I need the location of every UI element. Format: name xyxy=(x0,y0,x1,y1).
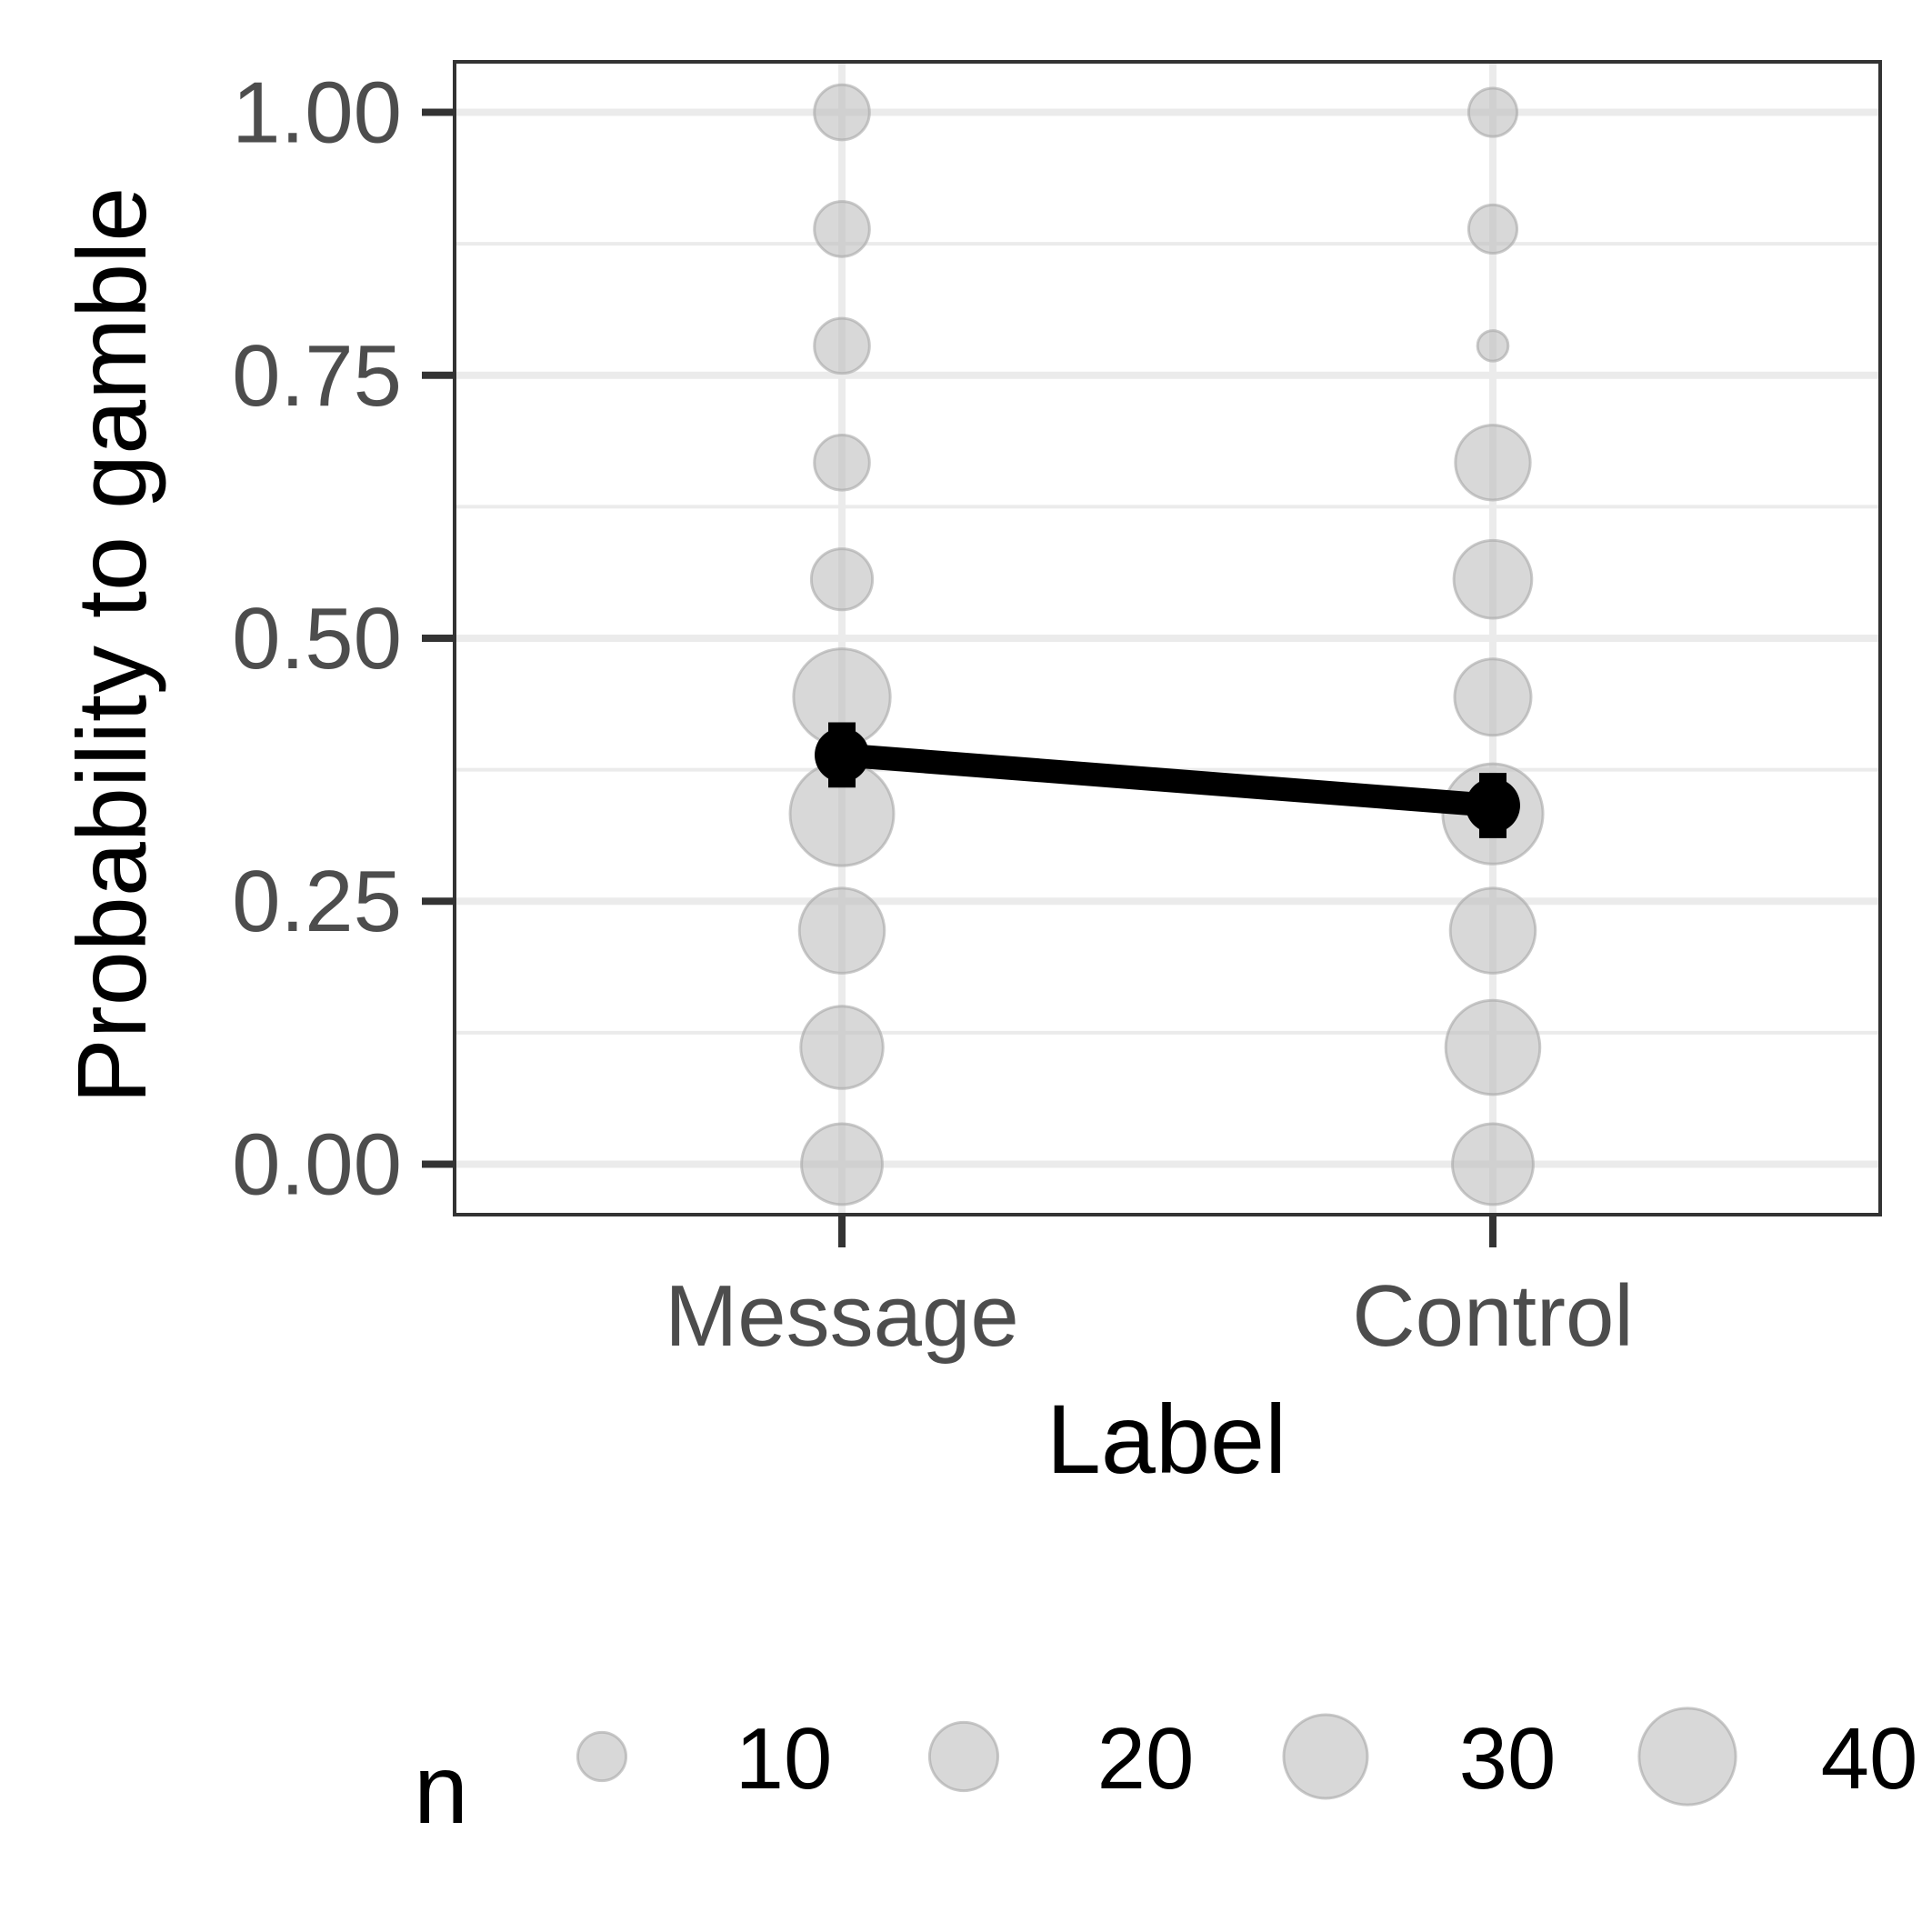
y-tick-label: 1.00 xyxy=(232,65,402,162)
data-point xyxy=(1467,203,1519,255)
legend-key xyxy=(927,1720,1000,1793)
x-axis-title: Label xyxy=(1046,1384,1286,1494)
data-point xyxy=(813,434,871,492)
data-point xyxy=(1451,1122,1535,1206)
legend-label: 10 xyxy=(736,1710,833,1807)
mean-line xyxy=(830,743,1505,817)
legend-key xyxy=(1637,1707,1737,1807)
legend-key xyxy=(1282,1713,1369,1800)
legend-label: 20 xyxy=(1097,1710,1195,1807)
data-point xyxy=(1476,329,1510,363)
data-point xyxy=(1444,998,1542,1096)
y-axis-title: Probability to gamble xyxy=(56,187,166,1105)
legend-key xyxy=(576,1730,628,1783)
legend: n 10 20 30 40 xyxy=(414,1707,1918,1844)
data-point xyxy=(1454,424,1532,502)
data-point xyxy=(813,200,871,258)
data-point xyxy=(813,83,871,142)
axes: 0.00 0.25 0.50 0.75 1.00 Message Control xyxy=(232,65,1634,1365)
x-tick-label: Message xyxy=(665,1267,1019,1365)
data-point xyxy=(800,1122,884,1206)
mean-point xyxy=(1465,777,1520,833)
y-tick-label: 0.00 xyxy=(232,1116,402,1213)
x-tick-label: Control xyxy=(1352,1267,1633,1365)
data-point xyxy=(1467,86,1519,138)
legend-title: n xyxy=(414,1734,468,1844)
data-point xyxy=(1448,886,1537,975)
y-tick-label: 0.75 xyxy=(232,327,402,425)
data-point xyxy=(809,547,875,612)
data-point xyxy=(797,886,886,975)
mean-point xyxy=(815,727,870,783)
legend-label: 30 xyxy=(1459,1710,1557,1807)
data-point xyxy=(1452,538,1534,620)
y-tick-label: 0.50 xyxy=(232,590,402,687)
data-points xyxy=(788,83,1545,1206)
y-tick-label: 0.25 xyxy=(232,853,402,950)
mean-series xyxy=(815,722,1520,838)
legend-label: 40 xyxy=(1821,1710,1918,1807)
data-point xyxy=(799,1005,885,1090)
data-point xyxy=(1453,657,1533,737)
data-point xyxy=(813,316,871,375)
